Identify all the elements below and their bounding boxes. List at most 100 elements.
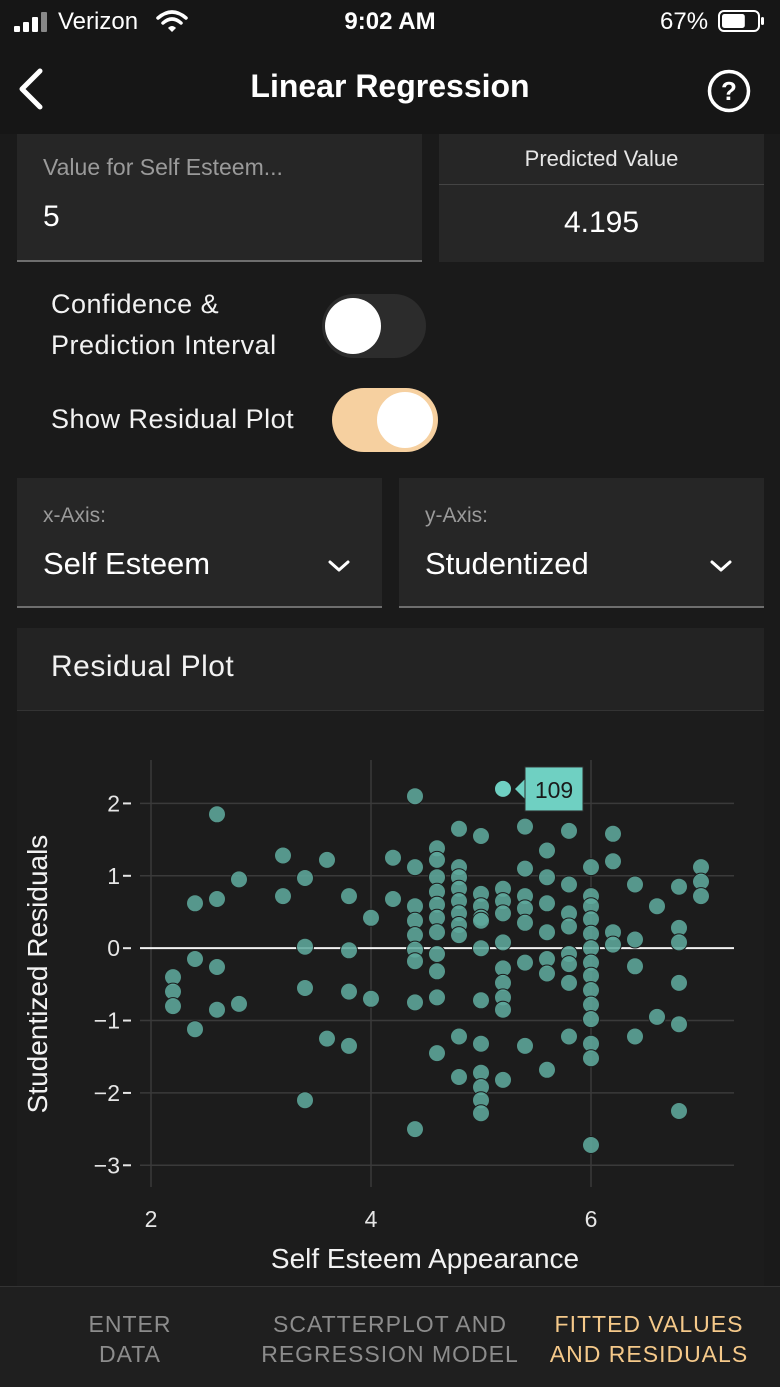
- data-point: [340, 887, 358, 906]
- question-circle-icon[interactable]: ?: [706, 68, 752, 114]
- data-point: [582, 1136, 600, 1154]
- show-residual-plot-toggle[interactable]: [332, 388, 438, 452]
- data-point: [230, 994, 248, 1013]
- data-point: [340, 1036, 358, 1055]
- battery-percent: 67%: [660, 8, 709, 35]
- data-point: [318, 850, 336, 869]
- data-point: [538, 841, 556, 860]
- data-point: [516, 1036, 534, 1055]
- tab-fitted-values-residuals[interactable]: FITTED VALUES AND RESIDUALS: [538, 1309, 760, 1369]
- point-tooltip: 109: [515, 766, 584, 812]
- data-point: [406, 1120, 424, 1139]
- data-point: [604, 935, 622, 954]
- tab-label-line1: SCATTERPLOT AND: [273, 1311, 507, 1337]
- data-point: [670, 877, 688, 896]
- data-point: [362, 989, 380, 1008]
- data-point: [494, 904, 512, 923]
- data-point: [538, 1060, 556, 1079]
- data-point: [208, 1000, 226, 1019]
- x-axis-label: x-Axis:: [43, 504, 106, 527]
- bottom-tab-bar: ENTER DATA SCATTERPLOT AND REGRESSION MO…: [0, 1286, 780, 1387]
- x-axis-select[interactable]: x-Axis: Self Esteem: [17, 478, 382, 608]
- svg-text:?: ?: [721, 76, 737, 106]
- nav-bar: Linear Regression ?: [0, 44, 780, 134]
- data-point: [494, 933, 512, 952]
- data-point: [516, 913, 534, 932]
- battery-icon: [718, 10, 764, 32]
- tab-scatterplot-regression-model[interactable]: SCATTERPLOT AND REGRESSION MODEL: [250, 1309, 530, 1369]
- data-point: [626, 875, 644, 894]
- data-point: [406, 952, 424, 971]
- data-point: [208, 958, 226, 976]
- y-tick-label: −3: [94, 1152, 120, 1178]
- axis-ticks: 2 4 6 −3 −2 −1 0 1 2: [94, 790, 598, 1232]
- tooltip-box: [524, 766, 584, 812]
- tab-enter-data[interactable]: ENTER DATA: [60, 1309, 200, 1369]
- self-esteem-value-label: Value for Self Esteem...: [43, 154, 283, 180]
- data-point: [428, 850, 446, 869]
- data-point: [560, 1027, 578, 1046]
- data-point: [428, 923, 446, 942]
- data-point: [582, 1010, 600, 1029]
- data-point: [560, 875, 578, 894]
- data-point: [560, 973, 578, 992]
- data-point: [472, 991, 490, 1010]
- data-point: [604, 824, 622, 843]
- data-point: [274, 846, 292, 865]
- main-content: Value for Self Esteem... 5 Predicted Val…: [0, 134, 780, 1286]
- self-esteem-value-input[interactable]: 5: [43, 200, 60, 233]
- confidence-interval-toggle[interactable]: [322, 294, 426, 358]
- data-point: [560, 955, 578, 974]
- data-point: [428, 988, 446, 1007]
- data-point: [648, 1007, 666, 1026]
- data-point: [516, 859, 534, 878]
- y-axis-select[interactable]: y-Axis: Studentized: [399, 478, 764, 608]
- data-point: [186, 1020, 204, 1039]
- data-point: [516, 817, 534, 836]
- status-bar: Verizon 9:02 AM 67%: [0, 0, 780, 44]
- data-point: [318, 1029, 336, 1048]
- chevron-down-icon: [328, 560, 350, 572]
- data-point: [384, 848, 402, 867]
- data-point: [538, 868, 556, 887]
- data-point: [428, 1044, 446, 1063]
- data-point: [186, 950, 204, 968]
- confidence-interval-label-line1: Confidence &: [51, 289, 220, 319]
- tooltip-label: 109: [535, 777, 573, 803]
- highlighted-data-point: [494, 779, 512, 798]
- data-point: [494, 1070, 512, 1089]
- data-point: [340, 982, 358, 1001]
- y-tick-label: 0: [107, 935, 120, 961]
- data-point: [560, 821, 578, 840]
- data-point: [406, 787, 424, 806]
- data-point: [406, 993, 424, 1012]
- wifi-icon: [156, 10, 188, 32]
- data-point: [670, 973, 688, 992]
- data-point: [626, 957, 644, 976]
- tab-label-line2: AND RESIDUALS: [549, 1341, 749, 1367]
- predicted-value: 4.195: [563, 206, 640, 239]
- y-tick-label: 1: [107, 863, 120, 889]
- chevron-down-icon: [710, 560, 732, 572]
- data-point: [428, 962, 446, 981]
- data-point: [692, 887, 710, 906]
- chevron-left-icon[interactable]: [14, 66, 48, 112]
- data-point: [296, 869, 314, 887]
- x-axis-title: Self Esteem Appearance: [271, 1243, 579, 1274]
- y-tick-label: −2: [94, 1080, 120, 1106]
- residual-plot-header: Residual Plot: [17, 628, 764, 711]
- data-point: [230, 870, 248, 889]
- data-point: [626, 1027, 644, 1046]
- data-point: [450, 819, 468, 838]
- data-point: [450, 1068, 468, 1086]
- data-point: [604, 852, 622, 871]
- data-point: [340, 941, 358, 960]
- carrier-name: Verizon: [58, 8, 139, 35]
- data-point: [296, 937, 314, 956]
- divider: [439, 184, 764, 185]
- toggle-knob: [377, 392, 433, 448]
- self-esteem-value-field[interactable]: Value for Self Esteem... 5: [17, 134, 422, 262]
- data-point: [384, 890, 402, 908]
- data-point: [538, 894, 556, 913]
